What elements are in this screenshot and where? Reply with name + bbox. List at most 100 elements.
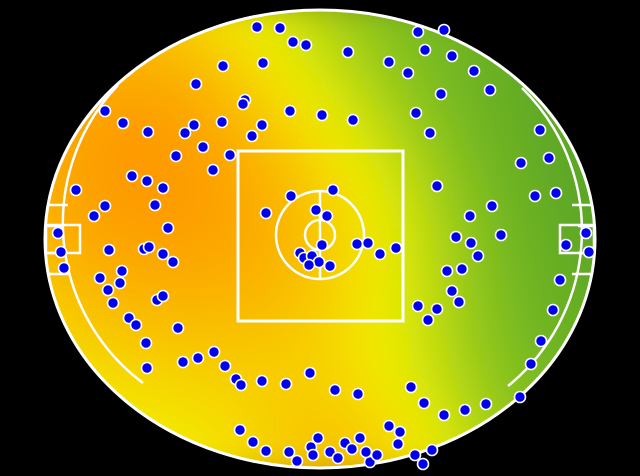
scatter-point — [559, 238, 573, 252]
scatter-point — [382, 419, 396, 433]
scatter-point — [215, 115, 229, 129]
scatter-point — [331, 451, 345, 465]
scatter-point — [234, 378, 248, 392]
scatter-point — [542, 151, 556, 165]
scatter-point — [283, 104, 297, 118]
scatter-point — [223, 148, 237, 162]
scatter-point — [311, 431, 325, 445]
scatter-point — [245, 129, 259, 143]
scatter-points-layer — [51, 20, 596, 471]
scatter-point — [98, 104, 112, 118]
fifty-metre-arc-left — [61, 84, 144, 385]
scatter-point — [425, 443, 439, 457]
scatter-point — [553, 273, 567, 287]
scatter-point — [207, 345, 221, 359]
scatter-point — [166, 255, 180, 269]
scatter-point — [437, 23, 451, 37]
field-markings-layer — [43, 8, 597, 470]
scatter-point — [148, 198, 162, 212]
scatter-point — [361, 236, 375, 250]
scatter-point — [284, 189, 298, 203]
scatter-point — [236, 97, 250, 111]
scatter-point — [411, 299, 425, 313]
scatter-point — [430, 179, 444, 193]
scatter-point — [464, 236, 478, 250]
scatter-point — [113, 276, 127, 290]
scatter-point — [139, 336, 153, 350]
scatter-point — [391, 437, 405, 451]
scatter-point — [141, 125, 155, 139]
scatter-point — [255, 374, 269, 388]
scatter-point — [233, 423, 247, 437]
scatter-point — [401, 66, 415, 80]
scatter-point — [467, 64, 481, 78]
scatter-point — [445, 49, 459, 63]
scatter-point — [389, 241, 403, 255]
scatter-point — [250, 20, 264, 34]
scatter-point — [458, 403, 472, 417]
scatter-point — [449, 230, 463, 244]
scatter-point — [196, 140, 210, 154]
scatter-point — [140, 361, 154, 375]
scatter-point — [156, 289, 170, 303]
scatter-point — [178, 126, 192, 140]
scatter-point — [125, 169, 139, 183]
scatter-point — [528, 189, 542, 203]
centre-square — [236, 149, 405, 323]
scatter-point — [87, 209, 101, 223]
scatter-point — [93, 271, 107, 285]
scatter-point — [290, 454, 304, 468]
scatter-point — [353, 431, 367, 445]
scatter-point — [299, 38, 313, 52]
scatter-point — [350, 237, 364, 251]
scatter-point — [315, 238, 329, 252]
scatter-point — [421, 313, 435, 327]
scatter-point — [494, 228, 508, 242]
scatter-point — [176, 355, 190, 369]
scatter-point — [54, 245, 68, 259]
scatter-point — [256, 56, 270, 70]
scatter-point — [418, 43, 432, 57]
scatter-point — [171, 321, 185, 335]
scatter-point — [452, 295, 466, 309]
scatter-point — [156, 247, 170, 261]
fifty-metre-arc-right — [507, 87, 584, 387]
scatter-point — [115, 264, 129, 278]
scatter-point — [345, 442, 359, 456]
scatter-point — [408, 448, 422, 462]
scatter-point — [303, 366, 317, 380]
scatter-point — [282, 445, 296, 459]
scatter-point — [471, 249, 485, 263]
scatter-point — [57, 261, 71, 275]
scatter-point — [279, 377, 293, 391]
scatter-point — [534, 334, 548, 348]
scatter-point — [306, 448, 320, 462]
scatter-point — [189, 77, 203, 91]
scatter-point — [533, 123, 547, 137]
scatter-point — [216, 59, 230, 73]
scatter-point — [483, 83, 497, 97]
scatter-point — [382, 55, 396, 69]
goal-square-right — [558, 223, 596, 255]
scatter-point — [191, 351, 205, 365]
scatter-point — [579, 226, 593, 240]
scatter-point — [485, 199, 499, 213]
scatter-point — [169, 149, 183, 163]
scatter-point — [373, 247, 387, 261]
scatter-point — [440, 264, 454, 278]
scatter-point — [302, 258, 316, 272]
scatter-point — [116, 116, 130, 130]
scatter-point — [463, 209, 477, 223]
scatter-point — [351, 387, 365, 401]
scatter-point — [309, 203, 323, 217]
scatter-point — [69, 183, 83, 197]
scatter-point — [549, 186, 563, 200]
scatter-point — [370, 448, 384, 462]
scatter-point — [434, 87, 448, 101]
scatter-point — [246, 435, 260, 449]
scatter-point — [346, 113, 360, 127]
scatter-point — [326, 183, 340, 197]
scatter-point — [102, 243, 116, 257]
